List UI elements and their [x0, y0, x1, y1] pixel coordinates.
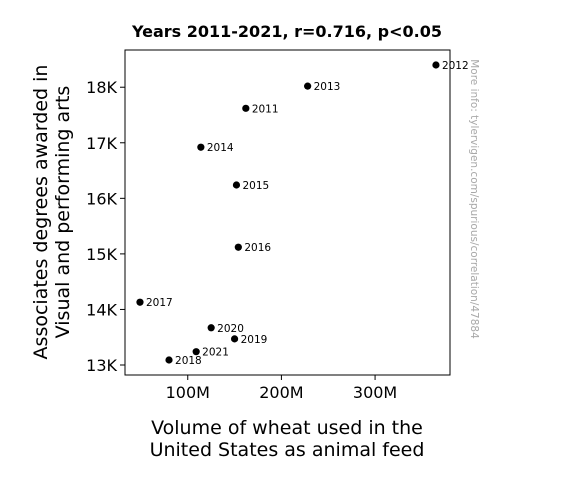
data-point [165, 356, 173, 364]
data-point [234, 243, 242, 251]
y-axis: 13K 14K 15K 16K 17K 18K [86, 78, 125, 375]
chart-title: Years 2011-2021, r=0.716, p<0.05 [131, 22, 442, 41]
data-point-label: 2016 [244, 242, 271, 254]
watermark: More info: tylervigen.com/spurious/corre… [468, 59, 480, 339]
x-axis: 100M 200M 300M [166, 375, 397, 402]
data-point-label: 2021 [202, 347, 229, 359]
y-tick-label: 17K [86, 134, 117, 153]
y-tick-label: 13K [86, 356, 117, 375]
data-point-label: 2017 [146, 297, 173, 309]
data-point [197, 143, 205, 151]
x-axis-label-line-2: United States as animal feed [150, 439, 425, 461]
y-axis-label-line-1: Associates degrees awarded in [30, 65, 52, 360]
data-point [304, 82, 312, 90]
data-points: 2011 2012 2013 2014 2015 2016 2017 2018 20192020… [136, 60, 469, 367]
data-point-label: 2014 [207, 142, 234, 154]
data-point [432, 61, 440, 69]
data-point [207, 324, 215, 332]
data-point [192, 348, 200, 356]
data-point [136, 298, 144, 306]
y-axis-label-line-2: Visual and performing arts [52, 86, 74, 339]
x-tick-label: 100M [166, 383, 210, 402]
data-point [232, 181, 241, 189]
y-tick-label: 18K [86, 78, 117, 97]
data-point-label: 2015 [242, 180, 269, 192]
data-point [242, 104, 250, 112]
data-point-label: 2011 [252, 103, 279, 115]
data-point-label: 2019 [241, 334, 268, 346]
data-point-label: 2012 [442, 60, 469, 72]
y-tick-label: 14K [86, 300, 117, 319]
x-tick-label: 200M [259, 383, 303, 402]
data-point-label: 2020 [217, 323, 244, 335]
data-point-label: 2013 [314, 81, 341, 93]
y-tick-label: 15K [86, 245, 117, 264]
x-tick-label: 300M [353, 383, 397, 402]
x-axis-label-line-1: Volume of wheat used in the [151, 417, 423, 439]
y-tick-label: 16K [86, 189, 117, 208]
plot-area [124, 49, 451, 376]
data-point [230, 335, 239, 343]
data-point-label: 2018 [175, 355, 202, 367]
